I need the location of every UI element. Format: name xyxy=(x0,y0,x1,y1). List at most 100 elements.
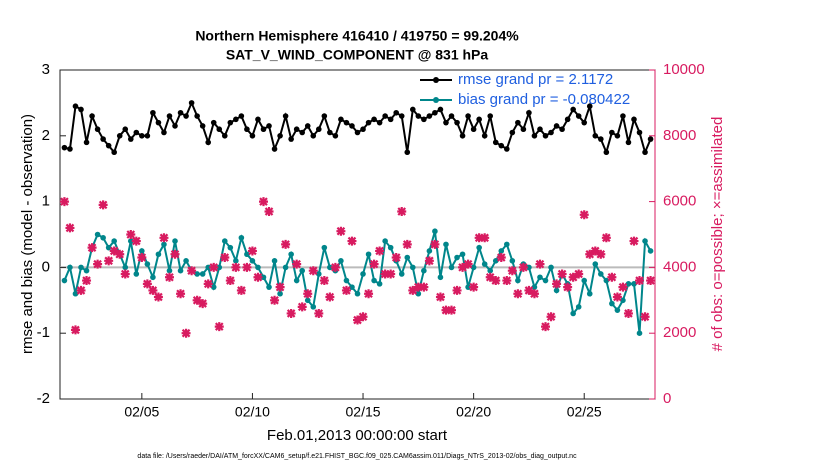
point xyxy=(515,119,521,126)
point xyxy=(443,119,449,126)
point xyxy=(537,274,543,281)
point xyxy=(598,136,604,142)
point xyxy=(166,113,173,119)
point xyxy=(260,126,267,133)
point xyxy=(299,267,306,274)
point xyxy=(78,264,84,271)
point xyxy=(498,142,505,149)
point xyxy=(194,113,200,119)
point xyxy=(177,109,184,116)
point xyxy=(277,133,283,139)
obs-marker xyxy=(236,285,246,295)
point xyxy=(150,109,156,116)
point xyxy=(487,267,494,274)
point xyxy=(155,119,162,126)
point xyxy=(432,228,438,235)
point xyxy=(349,123,355,129)
point xyxy=(210,284,217,290)
obs-marker xyxy=(535,259,545,269)
point xyxy=(144,261,151,267)
y-tick-label: 1 xyxy=(42,193,50,210)
point xyxy=(487,113,494,119)
point xyxy=(492,139,499,146)
point xyxy=(531,133,538,139)
obs-marker xyxy=(441,305,451,315)
obs-marker xyxy=(640,312,650,322)
point xyxy=(277,290,283,297)
point xyxy=(227,119,234,126)
point xyxy=(321,244,328,251)
obs-marker xyxy=(308,266,318,276)
obs-marker xyxy=(253,272,263,282)
obs-marker xyxy=(82,276,92,286)
point xyxy=(100,234,106,241)
obs-marker xyxy=(524,285,534,295)
obs-marker xyxy=(70,325,80,335)
point xyxy=(404,149,411,156)
point xyxy=(614,307,621,313)
obs-marker xyxy=(391,253,401,263)
point xyxy=(288,136,294,142)
point xyxy=(172,123,178,129)
obs-marker xyxy=(552,279,562,289)
obs-marker xyxy=(413,282,423,292)
point xyxy=(415,113,422,119)
obs-marker xyxy=(98,200,108,210)
point xyxy=(89,113,95,119)
point xyxy=(575,113,582,119)
point xyxy=(343,119,350,126)
point xyxy=(365,251,372,258)
point xyxy=(105,244,112,251)
obs-marker xyxy=(541,322,551,332)
point xyxy=(227,244,234,251)
obs-marker xyxy=(281,239,291,249)
obs-marker xyxy=(187,266,197,276)
chart-subtitle: SAT_V_WIND_COMPONENT @ 831 hPa xyxy=(226,47,489,63)
point xyxy=(553,123,560,129)
point xyxy=(83,267,90,274)
obs-marker xyxy=(623,308,633,318)
point xyxy=(332,133,339,139)
point xyxy=(133,271,140,277)
point xyxy=(205,264,211,271)
point xyxy=(260,274,267,281)
point xyxy=(437,106,444,113)
point xyxy=(581,277,588,284)
point xyxy=(338,116,344,123)
obs-marker xyxy=(142,279,152,289)
point xyxy=(139,133,145,139)
obs-marker xyxy=(225,276,235,286)
obs-marker xyxy=(364,289,374,299)
point xyxy=(304,297,311,304)
point xyxy=(647,248,654,254)
obs-marker xyxy=(386,269,396,279)
obs-marker xyxy=(469,282,479,292)
point xyxy=(542,277,549,284)
point xyxy=(310,304,317,310)
point xyxy=(78,106,84,113)
point xyxy=(127,238,134,244)
obs-marker xyxy=(242,262,252,272)
point xyxy=(282,264,289,271)
point xyxy=(564,116,571,123)
point xyxy=(144,133,151,139)
point xyxy=(404,254,411,261)
point xyxy=(271,146,278,152)
x-tick-label: 02/20 xyxy=(456,404,491,420)
obs-marker xyxy=(115,249,125,259)
point xyxy=(426,113,433,119)
obs-marker xyxy=(618,282,628,292)
point xyxy=(592,133,599,139)
y2-axis-label: # of obs: o=possible; ×=assimilated xyxy=(709,117,726,352)
obs-marker xyxy=(585,249,595,259)
y-tick-label: 0 xyxy=(42,258,50,275)
point xyxy=(603,277,610,284)
point xyxy=(642,149,648,156)
point xyxy=(249,258,256,264)
obs-marker xyxy=(402,239,412,249)
point xyxy=(631,281,637,287)
point xyxy=(122,264,129,271)
point xyxy=(382,113,388,119)
point xyxy=(520,126,527,133)
point xyxy=(415,290,422,297)
